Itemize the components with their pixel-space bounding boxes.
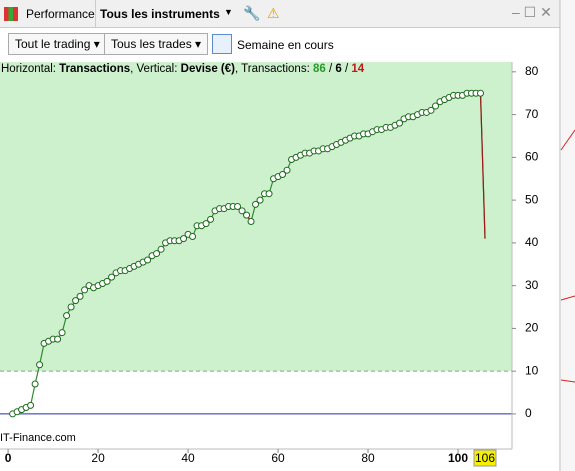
trade-point bbox=[432, 102, 440, 110]
trade-point bbox=[283, 166, 291, 174]
tab[interactable]: Performance bbox=[26, 7, 95, 21]
y-tick-label: 20 bbox=[525, 321, 539, 335]
window-controls[interactable]: – ☐ ✕ bbox=[512, 4, 552, 20]
y-tick-label: 30 bbox=[525, 278, 539, 292]
trade-point bbox=[202, 220, 210, 228]
trade-point bbox=[54, 335, 62, 343]
last-x-badge bbox=[473, 449, 497, 467]
trade-point bbox=[477, 89, 485, 97]
trade-point bbox=[31, 380, 39, 388]
trade-point bbox=[27, 401, 35, 409]
trade-point bbox=[279, 170, 287, 178]
trade-point bbox=[72, 297, 80, 305]
watermark: IT-Finance.com bbox=[0, 432, 76, 444]
loss-segment bbox=[479, 93, 486, 239]
y-tick-label: 10 bbox=[525, 363, 539, 377]
trade-point bbox=[238, 207, 246, 215]
chart-header: Horizontal: Transactions, Vertical: Devi… bbox=[1, 63, 365, 75]
toolbar: Performance Tous les instruments ▼ 🔧 ⚠ –… bbox=[0, 0, 560, 28]
trade-point bbox=[63, 312, 71, 320]
trade-point bbox=[265, 190, 273, 198]
x-tick-label: 100 bbox=[448, 451, 468, 465]
calendar-icon[interactable] bbox=[212, 34, 232, 54]
trade-point bbox=[180, 235, 188, 243]
x-tick-label: 20 bbox=[91, 451, 105, 465]
y-tick-label: 70 bbox=[525, 107, 539, 121]
trade-point bbox=[153, 250, 161, 258]
y-tick-label: 60 bbox=[525, 150, 539, 164]
trade-point bbox=[144, 256, 152, 264]
trades-filter[interactable]: Tous les trades ▾ bbox=[104, 33, 209, 55]
x-tick-label: 60 bbox=[271, 451, 285, 465]
trade-point bbox=[207, 215, 215, 223]
trading-filter[interactable]: Tout le trading ▾ bbox=[8, 33, 107, 55]
trade-point bbox=[36, 361, 44, 369]
y-tick-label: 80 bbox=[525, 64, 539, 78]
instrument-select[interactable]: Tous les instruments bbox=[100, 7, 220, 21]
trade-point bbox=[243, 211, 251, 219]
trade-point bbox=[108, 273, 116, 281]
trade-point bbox=[396, 119, 404, 127]
y-tick-label: 50 bbox=[525, 192, 539, 206]
x-tick-label: 40 bbox=[181, 451, 195, 465]
y-tick-label: 40 bbox=[525, 235, 539, 249]
y-tick-label: 0 bbox=[525, 406, 532, 420]
plot bbox=[0, 62, 513, 450]
last-x-label: 106 bbox=[475, 451, 495, 465]
trade-point bbox=[234, 203, 242, 211]
trade-point bbox=[67, 303, 75, 311]
trade-point bbox=[58, 329, 66, 337]
trade-point bbox=[189, 232, 197, 240]
x-tick-label: 80 bbox=[361, 451, 375, 465]
settings[interactable]: 🔧 bbox=[243, 5, 261, 21]
trade-point bbox=[103, 277, 111, 285]
trade-point bbox=[157, 245, 165, 253]
trade-point bbox=[81, 286, 89, 294]
trade-point bbox=[247, 218, 255, 226]
x-tick-label: 0 bbox=[5, 451, 12, 465]
period[interactable]: Semaine en cours bbox=[237, 38, 334, 52]
trade-point bbox=[76, 292, 84, 300]
trade-point bbox=[427, 106, 435, 114]
warning[interactable]: ⚠ bbox=[267, 5, 280, 21]
icon bbox=[4, 7, 18, 21]
trade-point bbox=[252, 200, 260, 208]
trade-point bbox=[256, 196, 264, 204]
